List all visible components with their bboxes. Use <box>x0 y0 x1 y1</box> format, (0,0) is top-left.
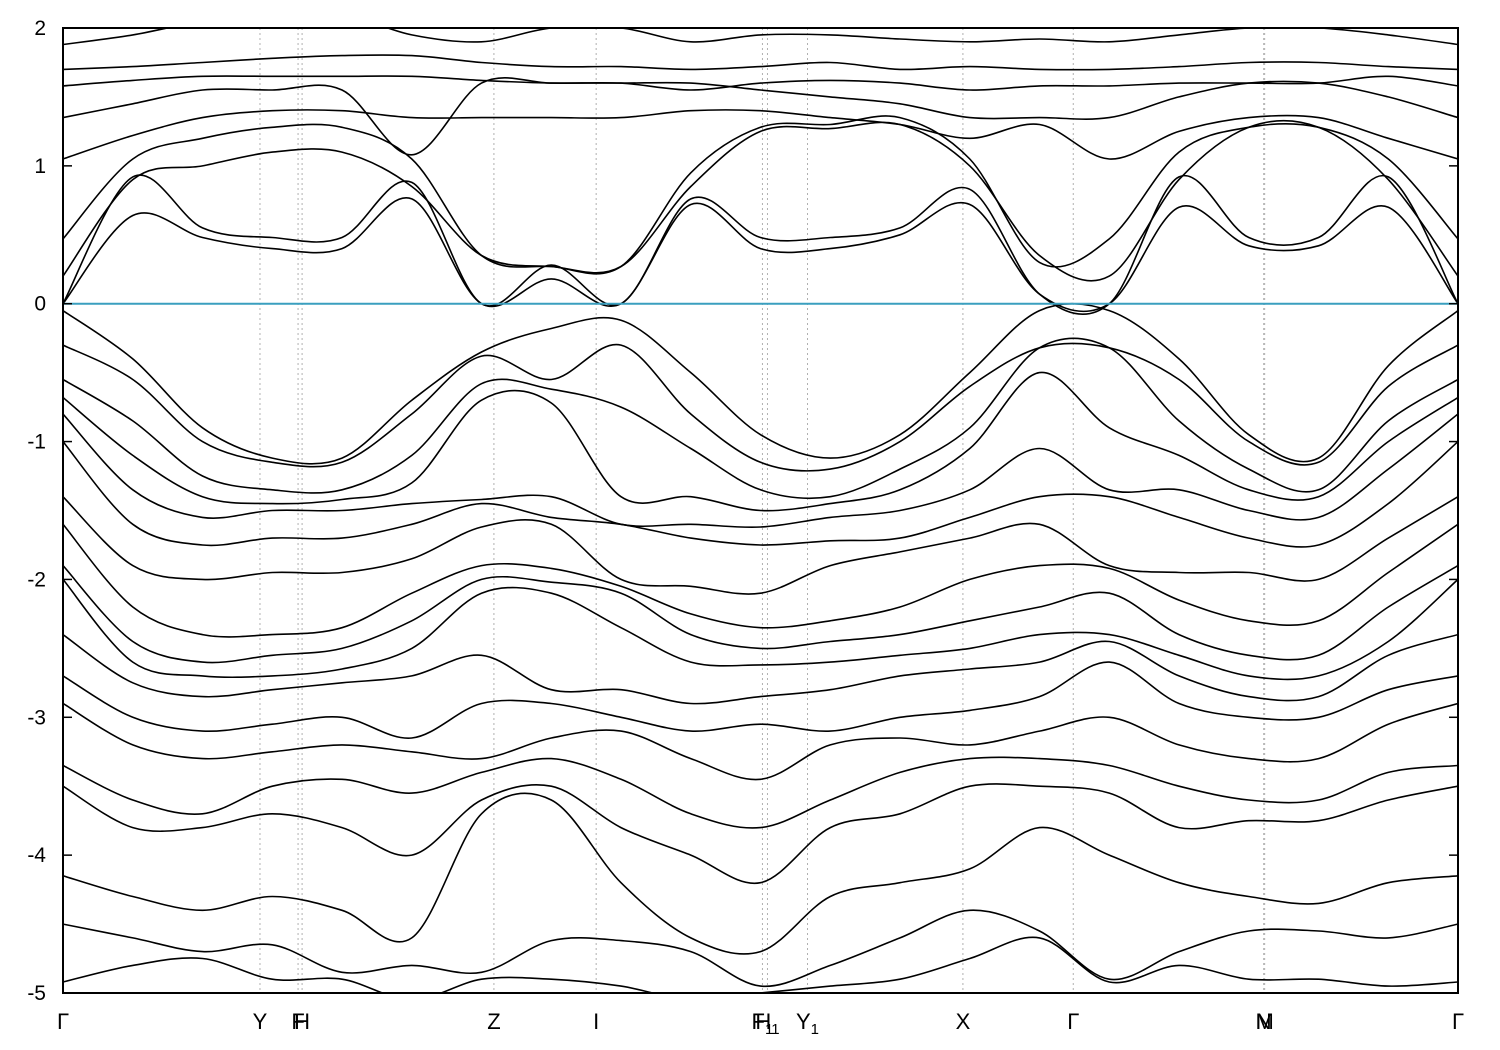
band-line-18 <box>63 564 1458 664</box>
band-line-19 <box>63 578 1458 681</box>
x-tick-label: I <box>593 1009 599 1034</box>
y-tick-label: 2 <box>34 17 46 40</box>
y-axis: 2 1 0 -1 -2 -3 -4 -5 <box>27 17 1458 1005</box>
y-tick-label: -1 <box>27 431 46 454</box>
band-line-6 <box>63 77 1458 156</box>
band-line-7 <box>63 75 1458 91</box>
band-line-8 <box>63 54 1458 71</box>
band-line-24 <box>63 783 1458 885</box>
band-line-9 <box>63 28 1458 46</box>
x-tick-label: Γ <box>57 1009 69 1034</box>
y-tick-label: 0 <box>34 293 46 316</box>
band-line-27 <box>63 936 1458 993</box>
x-tick-label: M <box>1255 1009 1273 1034</box>
x-tick-label: N <box>1256 1009 1272 1034</box>
plot-frame <box>62 27 1459 994</box>
band-lines <box>63 28 1458 993</box>
band-line-22 <box>63 702 1458 781</box>
x-tick-label: Y <box>253 1009 268 1034</box>
band-line-16 <box>63 496 1458 595</box>
y-tick-label: -5 <box>27 982 46 1005</box>
x-tick-label: Y1 <box>796 1009 819 1038</box>
band-line-3 <box>63 119 1458 282</box>
band-line-4 <box>63 115 1458 275</box>
band-line-25 <box>63 792 1458 955</box>
band-line-10 <box>63 302 1458 465</box>
band-line-2 <box>63 197 1458 313</box>
y-tick-label: 1 <box>34 155 46 178</box>
band-line-23 <box>63 756 1458 829</box>
x-tick-label: X <box>956 1009 971 1034</box>
band-line-15 <box>63 441 1458 548</box>
band-line-11 <box>63 342 1458 472</box>
x-tick-label: Γ <box>1452 1009 1464 1034</box>
band-line-20 <box>63 633 1458 705</box>
y-tick-label: -3 <box>27 706 46 729</box>
grid-lines <box>259 28 1266 993</box>
y-tick-label: -4 <box>27 844 46 867</box>
x-tick-label: H1 <box>755 1009 779 1038</box>
x-tick-label: H <box>294 1009 310 1034</box>
x-tick-label: Z <box>487 1009 500 1034</box>
band-line-17 <box>63 523 1458 638</box>
band-line-1 <box>63 174 1458 316</box>
band-line-21 <box>63 661 1458 739</box>
band-line-14 <box>63 413 1458 529</box>
x-tick-label: Γ <box>1067 1009 1079 1034</box>
band-line-26 <box>63 909 1458 988</box>
y-tick-label: -2 <box>27 568 46 591</box>
x-tick-label: F <box>291 1009 304 1034</box>
band-line-13 <box>63 371 1458 512</box>
band-line-12 <box>63 337 1458 500</box>
band-line-5 <box>63 109 1458 160</box>
